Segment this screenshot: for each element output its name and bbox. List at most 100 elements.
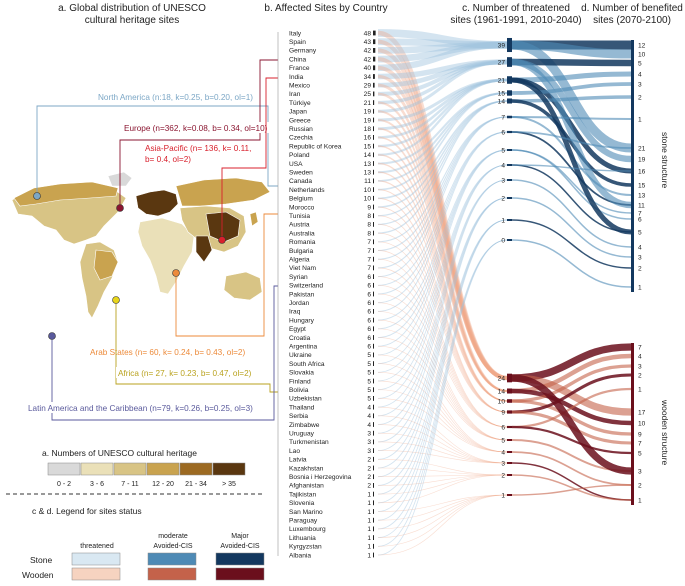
flow-country-stone xyxy=(377,116,508,260)
flow-country-wooden xyxy=(377,206,508,413)
flow-country-stone xyxy=(377,60,508,105)
flow-country-wooden xyxy=(377,302,508,441)
country-value: 29 xyxy=(364,83,372,90)
map-legend-swatch xyxy=(80,462,114,476)
benefited-stone-value: 12 xyxy=(638,42,646,49)
country-value: 6 xyxy=(367,291,371,298)
country-label: Netherlands xyxy=(289,187,325,194)
country-bar xyxy=(373,126,374,132)
benefited-wooden-node xyxy=(631,343,634,505)
flow-country-wooden xyxy=(377,474,508,486)
flow-country-wooden xyxy=(377,127,508,392)
country-label: Pakistan xyxy=(289,291,315,298)
threatened-stone-value: 2 xyxy=(501,195,505,202)
flow-country-stone xyxy=(377,197,508,443)
country-label: Tajikistan xyxy=(289,491,316,498)
flow-country-wooden xyxy=(377,293,508,428)
map-legend-label: > 35 xyxy=(222,481,236,488)
benefited-stone-value: 5 xyxy=(638,60,642,67)
flow-country-wooden xyxy=(377,136,508,392)
flow-stone-benefit xyxy=(511,95,632,103)
flow-country-wooden xyxy=(377,39,508,381)
flow-country-stone xyxy=(377,239,508,530)
panel-c-title-1: c. Number of threatened xyxy=(462,3,570,14)
threatened-wooden-value: 2 xyxy=(501,472,505,479)
benefited-wooden-value: 10 xyxy=(638,420,646,427)
benefited-stone-value: 4 xyxy=(638,244,642,251)
label-europe: Europe (n=362, k=0.08, b= 0.34, ol=10) xyxy=(124,124,268,133)
country-value: 3 xyxy=(367,448,371,455)
flow-country-stone xyxy=(377,149,508,356)
country-bar xyxy=(373,213,374,219)
benefited-stone-value: 5 xyxy=(638,229,642,236)
flow-country-stone xyxy=(377,59,508,80)
threatened-wooden-value: 3 xyxy=(501,460,505,467)
benefited-stone-value: 7 xyxy=(638,210,642,217)
country-value: 6 xyxy=(367,317,371,324)
threatened-wooden-node xyxy=(507,439,512,441)
threatened-stone-node xyxy=(507,179,512,181)
country-label: Poland xyxy=(289,152,310,159)
flow-country-stone xyxy=(377,164,508,391)
map-legend-label: 3 - 6 xyxy=(90,481,104,488)
flow-country-wooden xyxy=(377,74,508,380)
country-value: 1 xyxy=(367,552,371,559)
map-legend-swatch xyxy=(47,462,81,476)
flow-country-stone xyxy=(377,131,508,312)
benefited-stone-value: 1 xyxy=(638,116,642,123)
country-value: 5 xyxy=(367,387,371,394)
country-bar xyxy=(373,430,374,436)
country-value: 6 xyxy=(367,300,371,307)
flow-stone-benefit xyxy=(511,164,632,233)
flow-country-stone xyxy=(377,164,508,399)
country-bar xyxy=(373,396,374,401)
flow-country-wooden xyxy=(377,389,508,453)
flow-country-stone xyxy=(377,100,508,234)
map-africa xyxy=(137,217,195,295)
country-value: 4 xyxy=(367,422,371,429)
country-label: Algeria xyxy=(289,257,310,264)
country-bar xyxy=(373,187,374,192)
flow-country-wooden xyxy=(377,267,508,428)
map-japan xyxy=(249,211,259,227)
swatch-stone-threatened xyxy=(71,552,121,566)
country-label: Spain xyxy=(289,39,306,46)
country-bar xyxy=(373,474,374,480)
flow-country-stone xyxy=(377,116,508,252)
threatened-stone-node xyxy=(507,90,512,96)
flow-country-stone xyxy=(377,78,508,156)
flow-country-wooden xyxy=(377,232,508,413)
flow-country-wooden xyxy=(377,441,508,464)
benefited-wooden-value: 9 xyxy=(638,431,642,438)
panel-b-title: b. Affected Sites by Country xyxy=(264,3,387,14)
country-bar xyxy=(373,343,374,349)
country-bar xyxy=(373,143,374,149)
country-value: 16 xyxy=(364,135,372,142)
country-label: Austria xyxy=(289,222,310,229)
marker-africa xyxy=(112,296,120,304)
flow-stone-benefit xyxy=(511,131,632,149)
stone-structure-label: stone structure xyxy=(660,132,670,188)
benefited-stone-value: 13 xyxy=(638,192,646,199)
country-value: 2 xyxy=(367,483,371,490)
marker-arab-states xyxy=(172,269,180,277)
flow-country-stone xyxy=(377,38,508,49)
country-value: 34 xyxy=(364,74,372,81)
flow-stone-benefit xyxy=(511,179,632,248)
flow-wooden-benefit xyxy=(511,364,632,403)
flow-country-wooden xyxy=(377,101,508,393)
status-row-wooden: Wooden xyxy=(22,570,54,580)
flow-country-wooden xyxy=(377,171,508,402)
country-value: 10 xyxy=(364,196,372,203)
benefited-wooden-value: 2 xyxy=(638,482,642,489)
country-value: 42 xyxy=(364,56,372,63)
country-bar xyxy=(373,74,375,79)
flow-country-wooden xyxy=(377,110,508,392)
country-bar xyxy=(373,222,374,227)
flow-country-stone xyxy=(377,92,508,191)
flow-country-wooden xyxy=(377,48,508,381)
country-label: Australia xyxy=(289,230,315,237)
flow-country-stone xyxy=(377,239,508,547)
threatened-wooden-node xyxy=(507,425,512,429)
